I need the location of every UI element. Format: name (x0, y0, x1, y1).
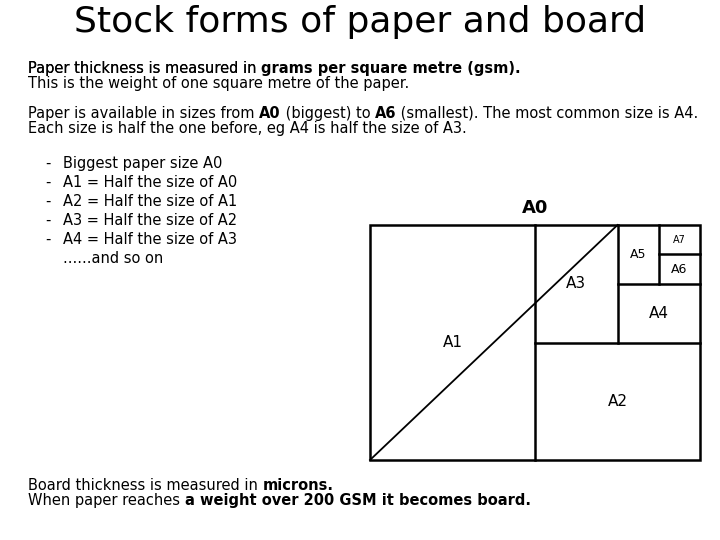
Text: A0: A0 (259, 106, 281, 121)
Text: Paper thickness is measured in: Paper thickness is measured in (28, 61, 261, 76)
Text: This is the weight of one square metre of the paper.: This is the weight of one square metre o… (28, 76, 409, 91)
Text: A6: A6 (375, 106, 397, 121)
Text: Paper is available in sizes from: Paper is available in sizes from (28, 106, 259, 121)
Text: -: - (45, 213, 50, 228)
Text: Each size is half the one before, eg A4 is half the size of A3.: Each size is half the one before, eg A4 … (28, 121, 467, 136)
Text: (biggest) to: (biggest) to (281, 106, 375, 121)
Text: A2: A2 (608, 394, 628, 409)
Text: A1: A1 (443, 335, 462, 350)
Text: grams per square metre (gsm).: grams per square metre (gsm). (261, 61, 521, 76)
Text: -: - (45, 232, 50, 247)
Text: Paper thickness is measured in: Paper thickness is measured in (28, 61, 261, 76)
Bar (370, 225, 700, 460)
Text: Board thickness is measured in: Board thickness is measured in (28, 478, 263, 493)
Text: Stock forms of paper and board: Stock forms of paper and board (74, 5, 646, 39)
Text: A1 = Half the size of A0: A1 = Half the size of A0 (63, 175, 238, 190)
Text: Biggest paper size A0: Biggest paper size A0 (63, 156, 222, 171)
Text: -: - (45, 175, 50, 190)
Text: A5: A5 (630, 248, 647, 261)
Text: A3 = Half the size of A2: A3 = Half the size of A2 (63, 213, 237, 228)
Text: (smallest). The most common size is A4.: (smallest). The most common size is A4. (397, 106, 698, 121)
Text: A3: A3 (566, 276, 586, 291)
Text: When paper reaches: When paper reaches (28, 493, 184, 508)
Text: microns.: microns. (263, 478, 333, 493)
Text: A4: A4 (649, 306, 669, 321)
Text: A6: A6 (671, 262, 688, 275)
Text: A2 = Half the size of A1: A2 = Half the size of A1 (63, 194, 238, 209)
Text: -: - (45, 156, 50, 171)
Text: A7: A7 (673, 235, 686, 245)
Text: ......and so on: ......and so on (63, 251, 163, 266)
Text: A4 = Half the size of A3: A4 = Half the size of A3 (63, 232, 237, 247)
Text: Paper thickness is measured in ​: Paper thickness is measured in ​ (28, 61, 261, 76)
Text: -: - (45, 194, 50, 209)
Text: A0: A0 (522, 199, 548, 217)
Text: a weight over 200 GSM it becomes board.: a weight over 200 GSM it becomes board. (184, 493, 531, 508)
